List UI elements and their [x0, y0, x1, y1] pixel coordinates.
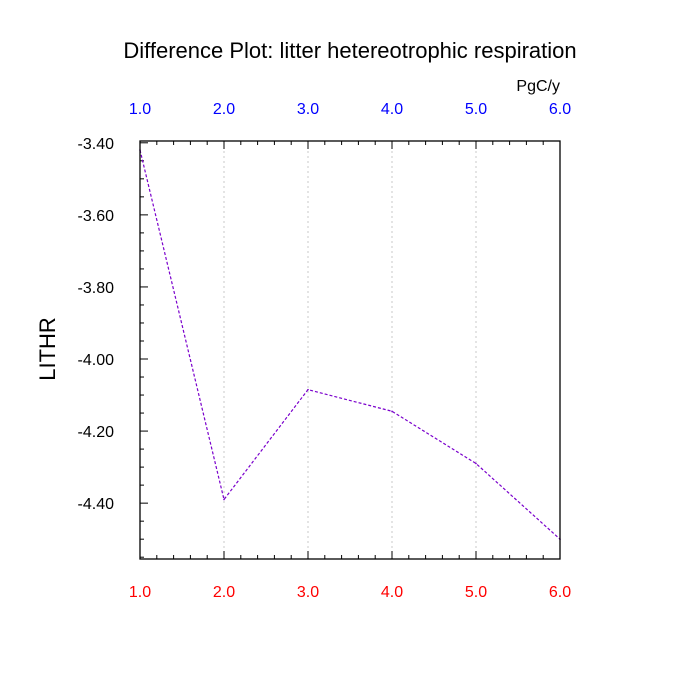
- x-tick-label-bottom: 2.0: [213, 584, 235, 601]
- x-tick-label-bottom: 5.0: [465, 584, 487, 601]
- y-tick-label: -3.80: [78, 280, 115, 297]
- x-tick-label-bottom: 6.0: [549, 584, 571, 601]
- series-line: [139, 149, 561, 540]
- y-tick-label: -3.60: [78, 208, 115, 225]
- x-tick-label-top: 6.0: [549, 101, 571, 118]
- y-tick-label: -3.40: [78, 136, 115, 153]
- y-tick-label: -4.20: [78, 424, 115, 441]
- y-tick-label: -4.00: [78, 352, 115, 369]
- y-tick-label: -4.40: [78, 496, 115, 513]
- x-tick-label-top: 3.0: [297, 101, 319, 118]
- x-tick-label-bottom: 1.0: [129, 584, 151, 601]
- x-tick-label-top: 1.0: [129, 101, 151, 118]
- data-point: [223, 498, 225, 501]
- data-point: [391, 410, 393, 413]
- data-point: [307, 388, 309, 391]
- units-label: PgC/y: [516, 78, 560, 95]
- axis-ticks: [139, 141, 561, 559]
- data-point: [475, 462, 477, 465]
- grid-lines: [223, 141, 477, 559]
- x-tick-label-top: 2.0: [213, 101, 235, 118]
- tick-labels: 1.0 1.0 2.0 2.0 3.0 3.0 4.0 4.0 5.0 5.0 6.0 6.0 -3.4…: [78, 101, 572, 601]
- x-tick-label-bottom: 4.0: [381, 584, 403, 601]
- chart-title: Difference Plot: litter hetereotrophic r…: [123, 38, 577, 63]
- series-layer: [139, 149, 561, 540]
- plot-frame: [139, 140, 561, 560]
- x-tick-label-top: 4.0: [381, 101, 403, 118]
- x-tick-label-bottom: 3.0: [297, 584, 319, 601]
- x-tick-label-top: 5.0: [465, 101, 487, 118]
